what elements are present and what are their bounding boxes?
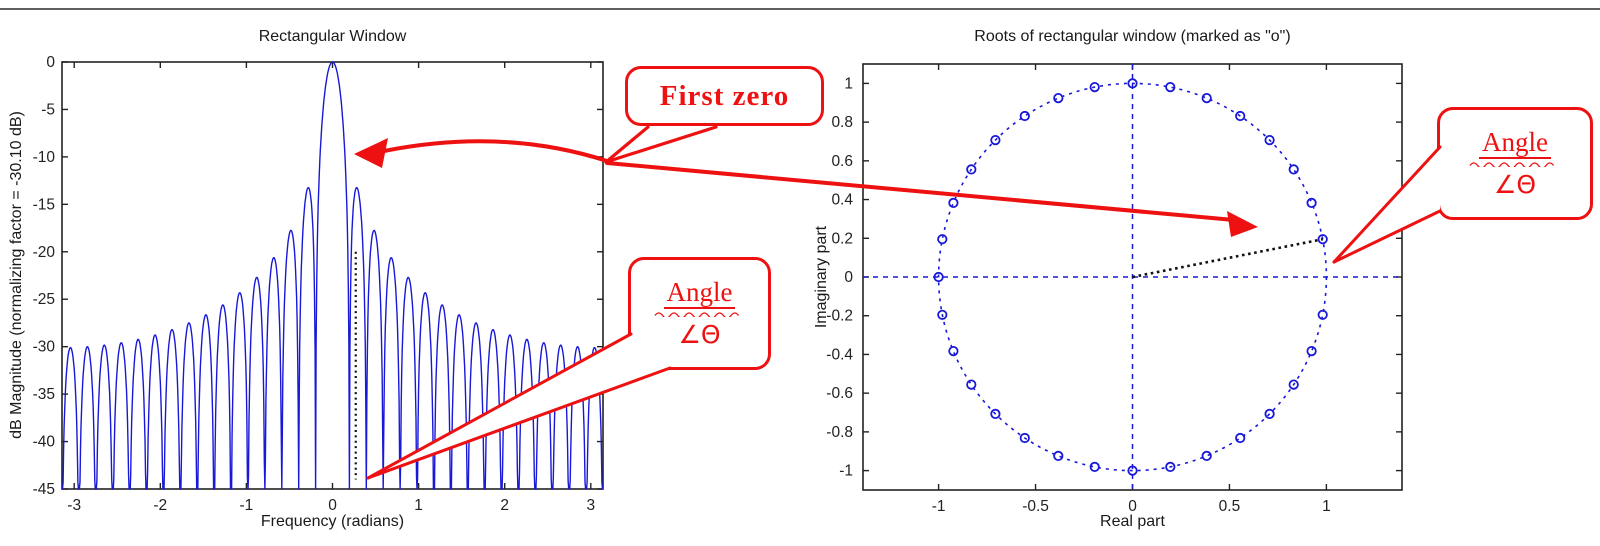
root-marker bbox=[1127, 465, 1138, 476]
root-marker bbox=[990, 408, 1001, 419]
root-marker bbox=[948, 197, 959, 208]
root-marker bbox=[1235, 110, 1246, 122]
tick-label: 1 bbox=[1322, 498, 1331, 515]
root-marker bbox=[1288, 379, 1299, 390]
angle-word: Angle bbox=[1479, 127, 1551, 160]
root-marker bbox=[1019, 110, 1030, 122]
tick-label: -1 bbox=[932, 498, 946, 515]
tick-label: 0 bbox=[46, 54, 55, 71]
right-xaxis-label: Real part bbox=[1100, 513, 1165, 530]
right-yaxis-label: Imaginary part bbox=[813, 225, 830, 329]
root-marker bbox=[1288, 164, 1299, 175]
tick-label: -0.2 bbox=[826, 308, 853, 325]
root-marker bbox=[1201, 93, 1212, 104]
root-marker bbox=[1089, 461, 1100, 472]
tick-label: 0 bbox=[328, 497, 337, 514]
callout-angle-right: Angle ∠Θ bbox=[1437, 107, 1593, 220]
tick-label: 0.6 bbox=[831, 153, 853, 170]
tick-label: -1 bbox=[839, 463, 853, 480]
root-marker bbox=[1306, 345, 1317, 357]
tick-label: -3 bbox=[67, 497, 81, 514]
left-xaxis-label: Frequency (radians) bbox=[260, 513, 405, 530]
root-marker bbox=[1317, 309, 1328, 320]
unit-circle bbox=[937, 82, 1328, 472]
tick-label: -10 bbox=[33, 149, 56, 166]
root-marker bbox=[1165, 82, 1176, 93]
root-marker bbox=[1235, 432, 1246, 444]
tick-label: 2 bbox=[500, 497, 509, 514]
tick-label: 0.4 bbox=[831, 192, 853, 209]
angle-symbol: ∠Θ bbox=[1493, 170, 1537, 200]
root-marker bbox=[1053, 93, 1064, 104]
angle-symbol: ∠Θ bbox=[678, 320, 721, 350]
angle-ray-dotted-line bbox=[1132, 237, 1323, 279]
root-marker bbox=[1264, 135, 1275, 146]
tick-label: -20 bbox=[33, 244, 56, 261]
tick-label: 0.8 bbox=[831, 114, 853, 131]
root-marker bbox=[1201, 450, 1212, 461]
tick-label: -5 bbox=[41, 101, 55, 118]
left-axes-box bbox=[61, 61, 604, 490]
tick-label: 0.5 bbox=[1219, 498, 1241, 515]
root-marker bbox=[1264, 408, 1275, 419]
tick-label: 3 bbox=[586, 497, 595, 514]
tick-label: 0.2 bbox=[831, 230, 853, 247]
root-marker bbox=[1089, 82, 1100, 93]
root-marker bbox=[1306, 197, 1317, 208]
root-marker bbox=[933, 271, 944, 283]
tick-label: -30 bbox=[33, 339, 56, 356]
callout-first-zero: First zero bbox=[625, 66, 824, 126]
root-marker bbox=[937, 309, 948, 320]
root-marker bbox=[990, 135, 1001, 146]
tick-label: -2 bbox=[153, 497, 167, 514]
tick-label: 1 bbox=[844, 75, 853, 92]
tick-label: -25 bbox=[33, 291, 55, 308]
tick-label: -0.6 bbox=[826, 385, 853, 402]
root-marker bbox=[1053, 450, 1064, 461]
root-marker bbox=[1317, 234, 1328, 245]
root-marker bbox=[1127, 78, 1138, 89]
tick-label: -40 bbox=[33, 434, 56, 451]
tick-label: -0.8 bbox=[826, 424, 853, 441]
tick-label: 1 bbox=[414, 497, 423, 514]
callout-first-zero-text: First zero bbox=[659, 79, 790, 112]
tick-label: 0 bbox=[844, 269, 853, 286]
tick-label: -15 bbox=[33, 196, 55, 213]
left-plot-title: Rectangular Window bbox=[258, 28, 407, 45]
tick-label: -0.4 bbox=[826, 346, 853, 363]
callout-angle-left: Angle ∠Θ bbox=[628, 257, 771, 370]
root-marker bbox=[1019, 432, 1030, 444]
root-marker bbox=[966, 379, 977, 390]
root-marker bbox=[937, 234, 948, 245]
tick-label: -0.5 bbox=[1022, 498, 1049, 515]
tick-label: -35 bbox=[33, 386, 55, 403]
tick-label: -45 bbox=[33, 481, 55, 498]
magnitude-curve bbox=[61, 61, 604, 490]
left-yaxis-label: dB Magnitude (normalizing factor = -30.1… bbox=[8, 111, 25, 439]
angle-word: Angle bbox=[663, 277, 736, 310]
wavy-underline-icon bbox=[1469, 162, 1555, 168]
tick-label: 0 bbox=[1128, 498, 1137, 515]
root-marker bbox=[948, 345, 959, 357]
wavy-underline-icon bbox=[653, 312, 739, 318]
root-marker bbox=[1165, 461, 1176, 472]
tick-label: -1 bbox=[240, 497, 254, 514]
right-plot-title: Roots of rectangular window (marked as "… bbox=[974, 28, 1291, 45]
